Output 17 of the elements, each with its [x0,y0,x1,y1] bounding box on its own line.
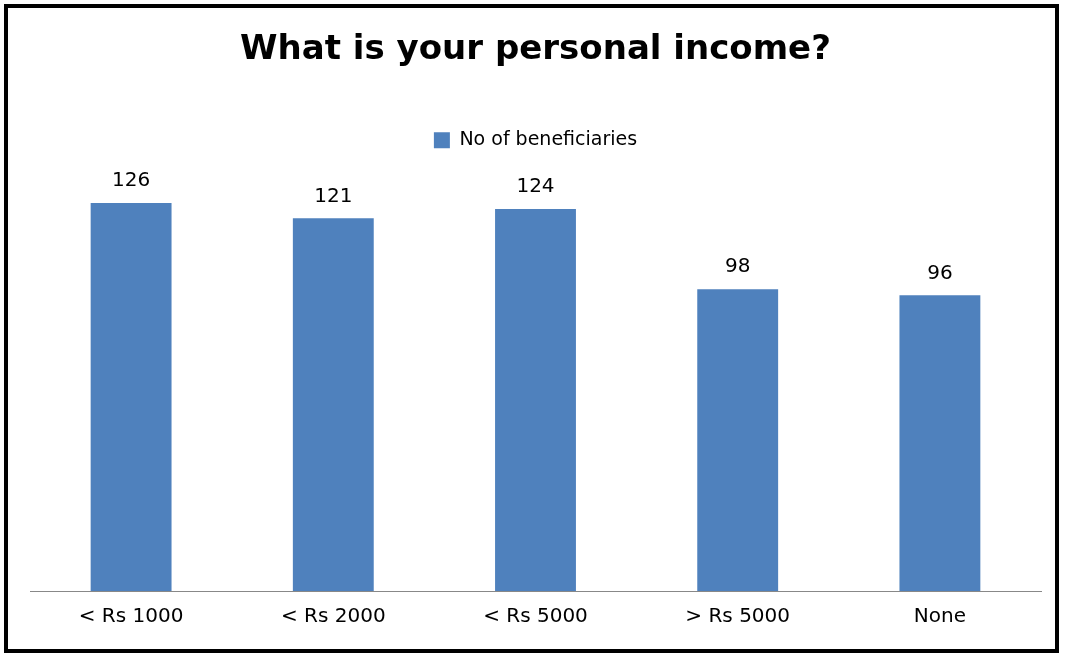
data-label: 98 [724,253,751,278]
bar [292,218,374,591]
x-tick-label: > Rs 5000 [685,603,791,628]
data-label: 124 [516,173,555,198]
data-label: 126 [112,167,151,192]
bar [697,289,779,591]
bar [90,202,172,591]
bar [495,209,576,591]
x-tick-label: None [913,603,966,628]
data-label: 96 [927,259,953,284]
bar [899,295,981,591]
legend-label: No of beneficiaries [459,127,638,150]
data-label: 121 [314,182,353,207]
chart-title: What is your personal income? [240,27,831,68]
x-tick-label: < Rs 5000 [483,603,588,628]
x-tick-label: < Rs 1000 [78,603,184,628]
x-tick-label: < Rs 2000 [280,603,386,628]
